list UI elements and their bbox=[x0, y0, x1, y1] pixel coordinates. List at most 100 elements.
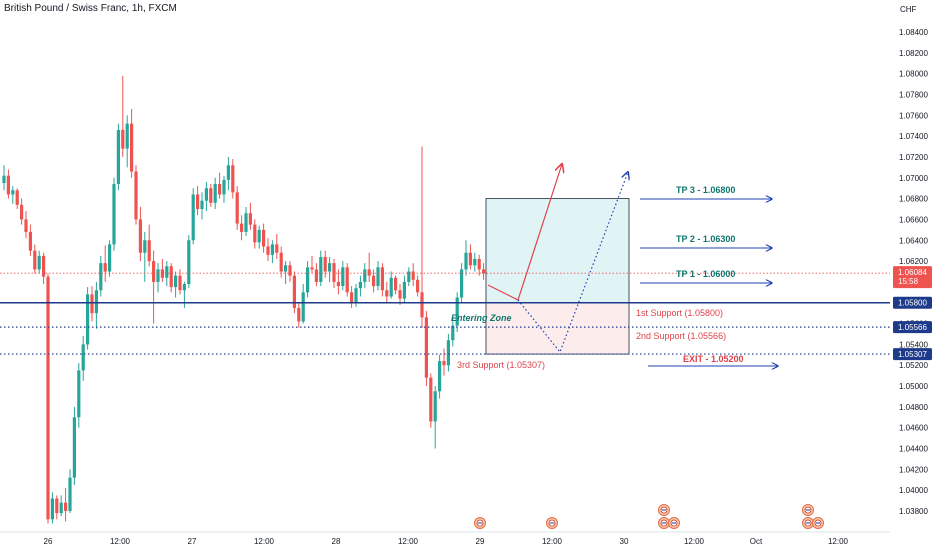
event-flag-icon[interactable] bbox=[546, 517, 558, 529]
candle bbox=[143, 231, 147, 282]
candle bbox=[178, 269, 182, 295]
x-tick-label: 12:00 bbox=[684, 537, 705, 546]
x-tick-label: 12:00 bbox=[254, 537, 275, 546]
candle bbox=[297, 302, 301, 328]
candle bbox=[292, 271, 296, 314]
candle bbox=[2, 165, 6, 191]
y-tick-label: 1.06800 bbox=[899, 195, 928, 204]
candle bbox=[372, 269, 376, 293]
candle bbox=[376, 261, 380, 291]
candle bbox=[266, 238, 270, 262]
target-label: TP 1 - 1.06000 bbox=[676, 269, 735, 279]
x-tick-label: 12:00 bbox=[398, 537, 419, 546]
candle bbox=[64, 488, 68, 522]
candle bbox=[15, 188, 19, 210]
candle bbox=[314, 263, 318, 287]
y-tick-label: 1.04600 bbox=[899, 424, 928, 433]
event-flag-icon[interactable] bbox=[668, 517, 680, 529]
candle bbox=[94, 281, 98, 329]
event-flag-icon[interactable] bbox=[474, 517, 486, 529]
candle bbox=[270, 240, 274, 264]
level-price-tag bbox=[893, 321, 932, 334]
candle bbox=[394, 275, 398, 295]
candle bbox=[209, 184, 213, 207]
x-tick-label: 30 bbox=[620, 537, 629, 546]
x-tick-label: 28 bbox=[332, 537, 341, 546]
candle bbox=[81, 336, 85, 381]
x-tick-label: 12:00 bbox=[828, 537, 849, 546]
candle bbox=[42, 252, 46, 284]
candle bbox=[416, 275, 420, 297]
candle bbox=[301, 283, 305, 324]
candle bbox=[460, 263, 464, 303]
y-tick-label: 1.05200 bbox=[899, 361, 928, 370]
candle bbox=[411, 263, 415, 287]
entering-zone-label: Entering Zone bbox=[451, 313, 512, 323]
level-price-value: 1.05566 bbox=[898, 323, 927, 332]
event-flag-icon[interactable] bbox=[658, 517, 670, 529]
candle bbox=[380, 263, 384, 297]
candle bbox=[24, 211, 28, 239]
entering-zone bbox=[485, 302, 630, 355]
event-flag-icon[interactable] bbox=[658, 504, 670, 516]
candle bbox=[55, 495, 59, 520]
level-price-value: 1.05800 bbox=[898, 299, 927, 308]
candle bbox=[420, 146, 424, 328]
x-tick-label: Oct bbox=[750, 537, 763, 546]
candle bbox=[385, 281, 389, 303]
candle bbox=[248, 202, 252, 230]
candle bbox=[77, 363, 81, 428]
y-tick-label: 1.06600 bbox=[899, 215, 928, 224]
level-price-value: 1.05307 bbox=[898, 350, 927, 359]
candle bbox=[222, 175, 226, 203]
candle bbox=[424, 311, 428, 387]
y-tick-label: 1.04000 bbox=[899, 486, 928, 495]
candle bbox=[86, 287, 90, 350]
candle bbox=[442, 348, 446, 376]
candle bbox=[50, 492, 54, 524]
candle bbox=[433, 386, 437, 449]
x-tick-label: 27 bbox=[188, 537, 197, 546]
candle bbox=[116, 123, 120, 191]
event-flag-icon[interactable] bbox=[802, 517, 814, 529]
candle bbox=[231, 159, 235, 199]
level-price-tag bbox=[893, 348, 932, 361]
candle bbox=[341, 261, 345, 291]
candle bbox=[138, 206, 142, 262]
candle bbox=[200, 192, 204, 220]
candle bbox=[429, 373, 433, 428]
candle bbox=[438, 354, 442, 399]
candle bbox=[468, 244, 472, 270]
candle bbox=[455, 292, 459, 332]
y-tick-label: 1.07200 bbox=[899, 153, 928, 162]
y-tick-label: 1.05400 bbox=[899, 340, 928, 349]
candle bbox=[125, 115, 129, 168]
current-price-countdown: 15:58 bbox=[898, 277, 919, 286]
candle bbox=[108, 240, 112, 277]
y-tick-label: 1.03800 bbox=[899, 507, 928, 516]
candle bbox=[310, 255, 314, 274]
y-tick-label: 1.06400 bbox=[899, 236, 928, 245]
candle bbox=[37, 250, 41, 274]
candle bbox=[20, 198, 24, 225]
exit-label: EXIT - 1.05200 bbox=[683, 354, 744, 364]
candle bbox=[482, 263, 486, 280]
support-label: 1st Support (1.05800) bbox=[636, 308, 723, 318]
candle bbox=[90, 286, 94, 322]
candle bbox=[446, 333, 450, 372]
candle bbox=[134, 165, 138, 225]
event-flag-icon[interactable] bbox=[812, 517, 824, 529]
y-tick-label: 1.07000 bbox=[899, 174, 928, 183]
candle bbox=[464, 240, 468, 276]
candle bbox=[240, 215, 244, 241]
candle bbox=[279, 246, 283, 278]
candle bbox=[473, 252, 477, 272]
candle bbox=[262, 223, 266, 253]
candle bbox=[257, 225, 261, 249]
candle bbox=[72, 406, 76, 485]
event-flag-icon[interactable] bbox=[802, 504, 814, 516]
candle bbox=[336, 269, 340, 295]
candle bbox=[174, 271, 178, 298]
candle bbox=[121, 75, 125, 157]
